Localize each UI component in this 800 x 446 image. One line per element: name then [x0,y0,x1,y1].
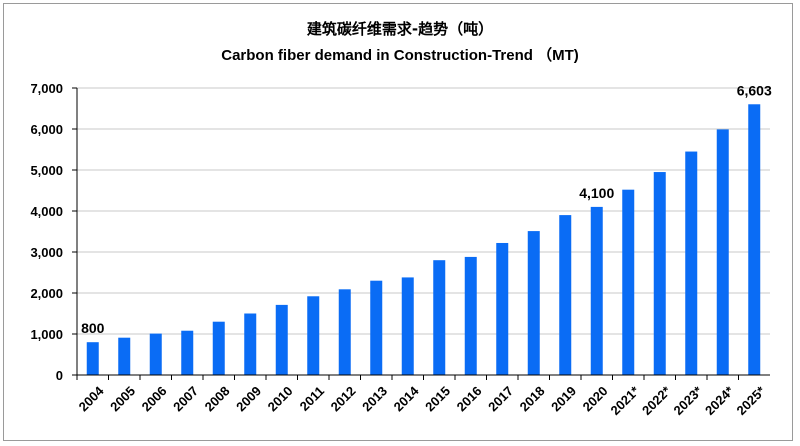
bars [86,104,761,375]
bar [433,260,446,375]
y-tick-label: 3,000 [30,245,63,260]
data-label: 6,603 [737,82,772,98]
x-tick-label: 2006 [139,383,170,414]
y-tick-label: 6,000 [30,122,63,137]
data-label: 800 [81,320,105,336]
y-tick-label: 1,000 [30,327,63,342]
x-tick-label: 2012 [328,383,359,414]
bar [496,242,509,375]
y-tick-label: 5,000 [30,163,63,178]
chart-title: 建筑碳纤维需求-趋势（吨） [306,20,494,38]
bar [338,289,351,375]
x-tick-label: 2015 [422,383,453,414]
bar [86,342,99,375]
x-tick-label: 2011 [297,383,328,414]
bar [527,231,540,375]
x-tick-label: 2023* [671,383,706,418]
x-tick-label: 2021* [608,383,643,418]
bar [275,304,288,375]
bar [716,129,729,375]
bar [401,277,414,375]
bar [370,280,383,375]
x-tick-label: 2008 [202,383,233,414]
y-tick-label: 2,000 [30,286,63,301]
x-tick-label: 2020 [580,383,611,414]
x-tick-label: 2010 [265,383,296,414]
bar [653,172,666,375]
y-tick-label: 4,000 [30,204,63,219]
x-tick-label: 2005 [107,383,138,414]
gridlines [77,87,770,335]
x-tick-label: 2013 [359,383,390,414]
chart-subtitle: Carbon fiber demand in Construction-Tren… [221,47,579,64]
bar [118,337,131,375]
x-tick-label: 2024* [702,383,737,418]
bar [244,313,257,375]
bar [622,189,635,375]
x-tick-label: 2017 [485,383,516,414]
bar [685,151,698,375]
x-tick-label: 2022* [639,383,674,418]
bar [748,104,761,375]
x-tick-label: 2007 [170,383,201,414]
bar [307,296,320,375]
y-tick-label: 7,000 [30,81,63,96]
x-tick-label: 2004 [76,383,108,415]
y-tick-label: 0 [56,368,63,383]
bar [559,215,572,375]
x-tick-label: 2018 [517,383,548,414]
bar [149,333,162,375]
data-label: 4,100 [579,185,614,201]
bar [590,206,603,375]
x-tick-label: 2025* [734,383,769,418]
bar [464,256,477,375]
x-tick-label: 2014 [391,383,423,415]
axes [72,87,770,380]
x-tick-label: 2016 [454,383,485,414]
bar [212,321,225,375]
bar [181,330,194,375]
x-tick-label: 2019 [548,383,579,414]
x-tick-label: 2009 [233,383,264,414]
